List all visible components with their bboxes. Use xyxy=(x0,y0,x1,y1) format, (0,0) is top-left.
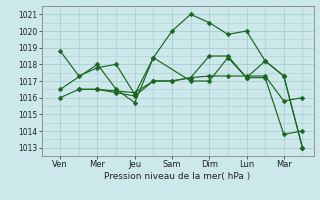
X-axis label: Pression niveau de la mer( hPa ): Pression niveau de la mer( hPa ) xyxy=(104,172,251,181)
